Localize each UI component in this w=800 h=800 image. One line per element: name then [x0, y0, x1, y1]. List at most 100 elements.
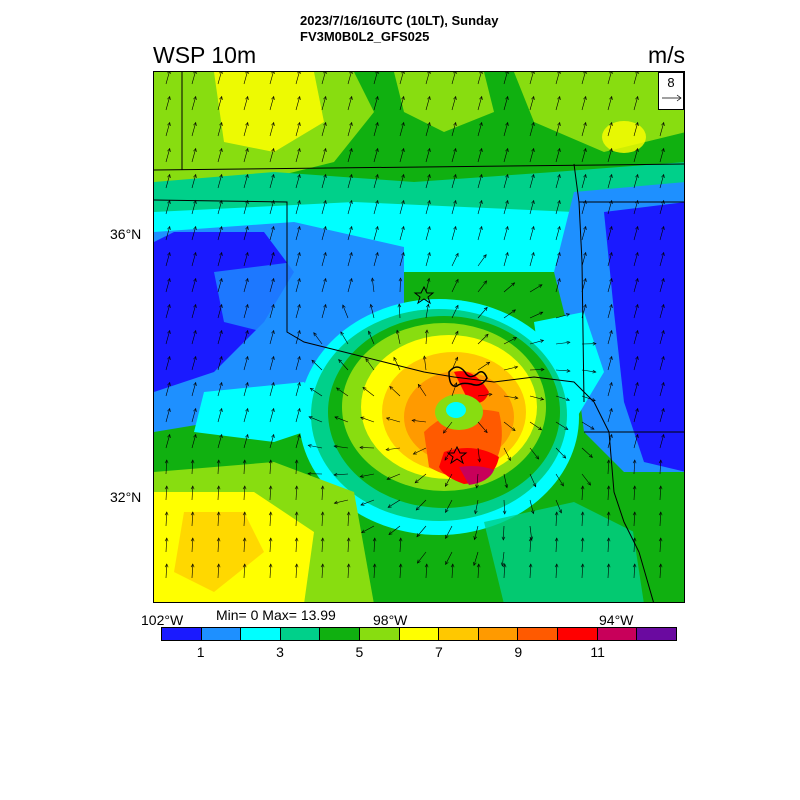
- wind-vector: [529, 96, 535, 111]
- wind-vector: [607, 174, 613, 189]
- wind-vector-head: [505, 72, 509, 75]
- wind-vector-head: [245, 407, 249, 413]
- wind-vector-head: [557, 72, 561, 75]
- wind-vector-head: [532, 483, 537, 488]
- wind-vector: [243, 330, 249, 345]
- wind-vector: [581, 512, 584, 527]
- wind-vector: [165, 304, 171, 319]
- wind-vector: [191, 200, 197, 215]
- wind-vector: [425, 122, 431, 137]
- wind-vector-head: [349, 147, 353, 153]
- wind-vector: [217, 564, 220, 579]
- wind-vector: [529, 174, 535, 189]
- wind-vector-head: [242, 459, 247, 464]
- wind-vector: [243, 512, 246, 527]
- wind-vector: [425, 148, 431, 163]
- wind-vector-head: [531, 251, 535, 257]
- wind-vector-head: [476, 563, 481, 568]
- colorbar-swatch: [201, 628, 242, 640]
- wind-vector: [386, 447, 401, 451]
- wind-vector-head: [450, 563, 455, 568]
- wind-vector: [581, 369, 596, 373]
- wind-vector: [413, 447, 427, 455]
- wind-vector-head: [398, 563, 403, 568]
- wind-vector-head: [445, 508, 449, 513]
- wind-vector: [633, 460, 636, 475]
- wind-vector: [165, 72, 170, 85]
- units-label: m/s: [647, 42, 685, 68]
- wind-vector: [503, 282, 515, 293]
- wind-vector: [321, 148, 327, 163]
- wind-vector-head: [372, 537, 377, 542]
- wind-vector: [295, 434, 301, 449]
- colorbar-swatch: [518, 628, 559, 640]
- wind-vector: [451, 253, 459, 267]
- wind-vector-head: [565, 313, 571, 317]
- wind-vector: [443, 421, 453, 434]
- wind-vector: [529, 538, 532, 553]
- wind-vector-head: [323, 199, 327, 205]
- wind-vector: [503, 366, 518, 371]
- wind-vector: [581, 538, 584, 553]
- wind-vector: [555, 72, 560, 85]
- wind-vector: [555, 278, 561, 293]
- wind-vector-head: [554, 563, 559, 568]
- wind-vector-head: [167, 95, 171, 101]
- wind-vector-head: [349, 121, 353, 127]
- wind-speed-map: [153, 71, 685, 603]
- wind-vector-head: [661, 381, 665, 387]
- wind-vector-head: [219, 199, 223, 205]
- wind-vector: [477, 361, 490, 371]
- wind-vector-head: [564, 426, 569, 430]
- wind-vector-head: [190, 511, 195, 516]
- wind-vector-head: [323, 251, 327, 257]
- wind-vector-head: [453, 95, 457, 101]
- wind-vector-head: [501, 536, 506, 541]
- wind-vector: [659, 330, 665, 345]
- wind-vector: [321, 278, 327, 293]
- wind-vector: [425, 226, 431, 241]
- wind-vector: [555, 421, 569, 430]
- wind-vector-head: [658, 459, 663, 464]
- wind-vector: [529, 525, 533, 540]
- wind-vector-head: [307, 444, 312, 448]
- wind-vector-head: [271, 277, 275, 283]
- wind-vector-head: [455, 278, 459, 283]
- wind-vector: [529, 148, 535, 163]
- wind-vector-head: [397, 303, 402, 308]
- wind-vector-head: [580, 563, 585, 568]
- wind-vector: [425, 278, 430, 293]
- wind-vector: [165, 564, 168, 579]
- wind-vector-head: [297, 225, 301, 231]
- wind-vector: [371, 278, 375, 293]
- wind-vector: [607, 330, 613, 345]
- wind-vector: [373, 148, 379, 163]
- wind-vector-head: [606, 511, 611, 516]
- wind-vector-head: [297, 199, 301, 205]
- wind-vector-head: [557, 147, 561, 153]
- wind-vector: [581, 96, 587, 111]
- wind-vector: [295, 564, 298, 579]
- wind-vector-head: [535, 455, 540, 460]
- wind-vector-head: [592, 369, 597, 374]
- wind-vector: [451, 122, 457, 137]
- wind-vector: [607, 148, 613, 163]
- wind-vector-head: [164, 537, 169, 542]
- wind-vector-head: [245, 173, 249, 179]
- wind-vector: [417, 384, 427, 397]
- wind-vector-head: [271, 72, 275, 75]
- wind-vector: [191, 226, 197, 241]
- wind-vector: [310, 388, 323, 397]
- wind-vector: [269, 460, 272, 475]
- wind-vector: [633, 200, 639, 215]
- wind-vector-head: [583, 147, 587, 153]
- wind-vector-head: [245, 72, 249, 75]
- wind-vector: [399, 252, 405, 267]
- wind-vector: [243, 96, 249, 111]
- wind-vector: [269, 72, 274, 85]
- wind-vector: [607, 356, 613, 371]
- wind-vector-head: [219, 277, 223, 283]
- wind-vector-head: [658, 563, 663, 568]
- wind-vector: [633, 434, 639, 449]
- wind-vector: [529, 252, 535, 267]
